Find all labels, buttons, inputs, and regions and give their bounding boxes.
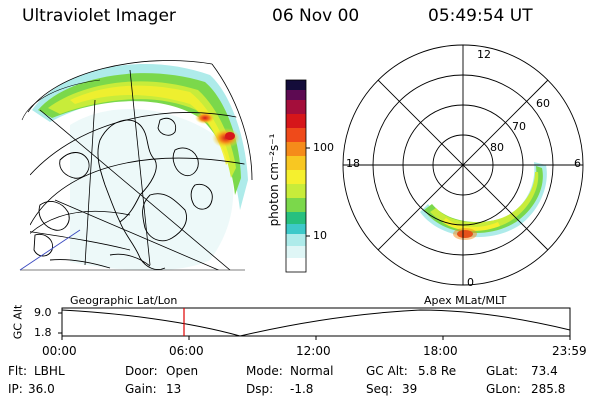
timeline-xtick-2359: 23:59 [552,344,587,358]
gcalt-label: GC Alt: [366,364,408,378]
timeline-ytick-min: 1.8 [34,326,52,339]
door-value: Open [166,364,199,378]
glon-value: 285.8 [531,382,566,396]
flt-label: Flt: [8,364,27,378]
door-label: Door: [125,364,158,378]
glat-value: 73.4 [531,364,558,378]
polar-hour-18: 18 [346,157,360,170]
mode-value: Normal [290,364,334,378]
timeline-xtick-0000: 00:00 [42,344,77,358]
altitude-curve [61,309,571,337]
timeline-ytick-max: 9.0 [34,306,52,319]
gain-label: Gain: [125,382,157,396]
diffuse-emission [70,108,234,271]
ip-label: IP: [8,382,23,396]
instrument-title: Ultraviolet Imager [22,6,176,26]
timeline-xtick-1800: 18:00 [423,344,458,358]
polar-lat-80: 80 [490,141,504,154]
gcalt-value: 5.8 Re [418,364,457,378]
colorbar-tick-10: 10 [313,229,327,242]
polar-lat-60: 60 [536,97,550,110]
colorbar-tick-100: 100 [313,141,334,154]
color-scale-bar [285,79,310,273]
lat-lon-grid [30,69,246,270]
timeline-xtick-0600: 06:00 [169,344,204,358]
polar-hour-6: 6 [574,157,581,170]
polar-hour-12: 12 [477,48,491,61]
timeline-xtick-1200: 12:00 [296,344,331,358]
polar-plot [342,44,584,286]
dsp-value: -1.8 [290,382,314,396]
date-label: 06 Nov 00 [272,6,360,26]
dsp-label: Dsp: [246,382,274,396]
glat-label: GLat: [486,364,519,378]
timeline-plot [58,307,571,340]
flt-value: LBHL [34,364,65,378]
mode-label: Mode: [246,364,283,378]
timeline-right-label: Apex MLat/MLT [424,294,507,307]
timeline-left-label: Geographic Lat/Lon [70,294,178,307]
polar-hour-0: 0 [467,276,474,289]
colorbar-unit-label: photon cm⁻²s⁻¹ [267,133,281,227]
auroral-band-yellow [48,81,236,178]
time-label: 05:49:54 UT [428,6,533,26]
seq-value: 39 [402,382,418,396]
geographic-map [19,60,253,271]
gain-value: 13 [166,382,182,396]
seq-label: Seq: [366,382,393,396]
polar-lat-70: 70 [512,120,526,133]
glon-label: GLon: [486,382,521,396]
ip-value: 36.0 [28,382,55,396]
coastlines [33,117,213,270]
timeline-y-axis-label: GC Alt [11,304,25,340]
